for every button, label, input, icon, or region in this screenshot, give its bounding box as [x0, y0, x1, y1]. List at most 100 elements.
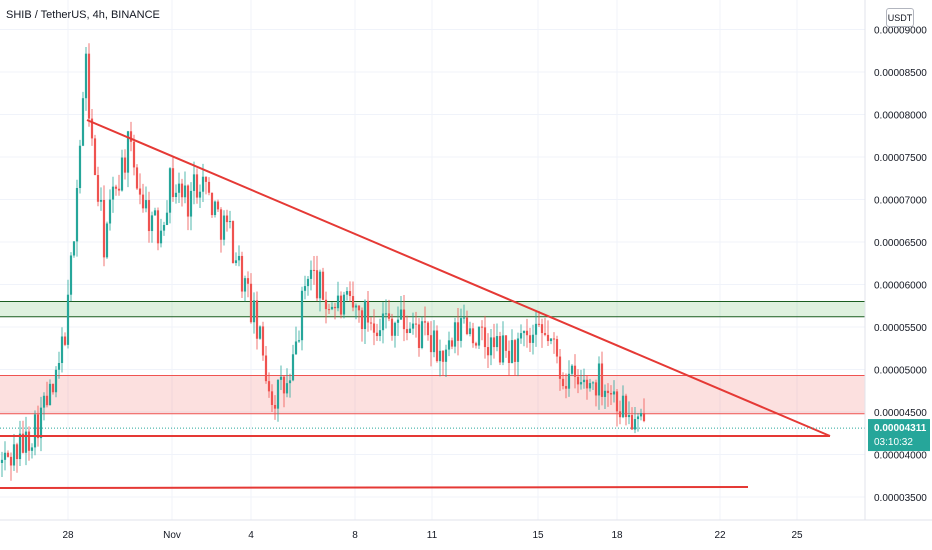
candle-body — [588, 383, 592, 389]
candle-body — [597, 363, 601, 396]
candle-body — [462, 317, 466, 319]
candle-body — [12, 444, 16, 466]
candle-body — [453, 322, 457, 347]
candle-body — [195, 174, 199, 198]
candle-body — [156, 210, 160, 244]
candle-body — [273, 404, 277, 409]
candle-body — [255, 300, 259, 339]
candle-body — [582, 379, 586, 383]
candle-body — [555, 339, 559, 357]
drawn-lines — [0, 119, 831, 489]
lower-support-line[interactable] — [0, 486, 749, 489]
x-axis: 28 Nov 4 8 11 15 18 22 25 — [0, 519, 932, 541]
candle-body — [285, 383, 289, 394]
candle-body — [105, 223, 109, 258]
candle-body — [288, 380, 292, 384]
x-tick-label: 8 — [352, 530, 358, 541]
candle-body — [564, 386, 568, 389]
candle-body — [390, 318, 394, 336]
candle-body — [459, 318, 463, 341]
y-axis: 0.00009000 0.00008500 0.00008000 0.00007500… — [864, 0, 927, 520]
candle-body — [276, 379, 280, 409]
candle-body — [294, 341, 298, 355]
candle-body — [468, 328, 472, 335]
y-tick-label: 0.00006500 — [874, 238, 927, 249]
candle-body — [375, 332, 379, 337]
candle-body — [579, 382, 583, 385]
y-tick-label: 0.00006000 — [874, 281, 927, 292]
candle-body — [423, 321, 427, 323]
candle-body — [246, 278, 250, 284]
candle-body — [9, 456, 13, 466]
candle-body — [330, 306, 334, 310]
candle-body — [492, 337, 496, 348]
candle-body — [177, 183, 181, 193]
candle-body — [315, 270, 319, 299]
candle-body — [51, 383, 55, 393]
candle-body — [411, 323, 415, 329]
candle-body — [279, 376, 283, 380]
candle-body — [216, 201, 220, 210]
candle-body — [384, 313, 388, 315]
y-tick-label: 0.00008000 — [874, 111, 927, 122]
candle-body — [66, 294, 70, 345]
candle-body — [261, 326, 265, 356]
candle-body — [510, 340, 514, 363]
candle-body — [318, 271, 322, 299]
candle-body — [267, 381, 271, 392]
candle-body — [576, 376, 580, 385]
candle-body — [450, 340, 454, 347]
candle-body — [75, 188, 79, 242]
candle-body — [138, 188, 142, 195]
candle-body — [513, 340, 517, 362]
candle-body — [3, 452, 7, 460]
candle-body — [570, 365, 574, 374]
descending-trendline[interactable] — [86, 119, 831, 437]
candle-body — [192, 174, 196, 191]
x-tick-label: 18 — [611, 530, 623, 541]
candle-body — [15, 444, 19, 460]
candle-body — [525, 330, 529, 336]
last-price-label: 0.00004311 03:10:32 — [868, 419, 930, 452]
candle-body — [252, 300, 256, 323]
candles — [0, 43, 646, 481]
y-tick-label: 0.00005500 — [874, 323, 927, 334]
x-tick-label: 28 — [62, 530, 74, 541]
candle-body — [111, 186, 115, 200]
candle-body — [507, 350, 511, 363]
candle-body — [81, 98, 85, 146]
candle-body — [147, 200, 151, 232]
candle-body — [342, 294, 346, 315]
candle-body — [93, 138, 97, 176]
candle-body — [444, 349, 448, 362]
candle-body — [39, 407, 43, 439]
candle-body — [219, 209, 223, 240]
candle-body — [165, 212, 169, 225]
y-tick-label: 0.00005000 — [874, 366, 927, 377]
candle-body — [78, 145, 82, 189]
candle-body — [447, 340, 451, 350]
candle-body — [324, 299, 328, 310]
candle-body — [282, 376, 286, 394]
candle-body — [312, 269, 316, 271]
candle-body — [426, 322, 430, 336]
candle-body — [594, 382, 598, 396]
candle-body — [366, 300, 370, 323]
candle-body — [573, 365, 577, 377]
candle-body — [495, 336, 499, 348]
candle-body — [231, 221, 235, 264]
candle-countdown: 03:10:32 — [874, 437, 913, 448]
x-tick-label: 4 — [248, 530, 254, 541]
candle-body — [144, 200, 148, 209]
y-tick-label: 0.00007500 — [874, 153, 927, 164]
candle-body — [558, 356, 562, 379]
candle-body — [429, 335, 433, 353]
currency-button[interactable]: USDT — [886, 8, 914, 27]
last-price-value: 0.00004311 — [874, 423, 927, 434]
candle-body — [141, 194, 145, 209]
x-tick-label: Nov — [163, 530, 181, 541]
y-tick-label: 0.00008500 — [874, 68, 927, 79]
candle-body — [420, 321, 424, 348]
